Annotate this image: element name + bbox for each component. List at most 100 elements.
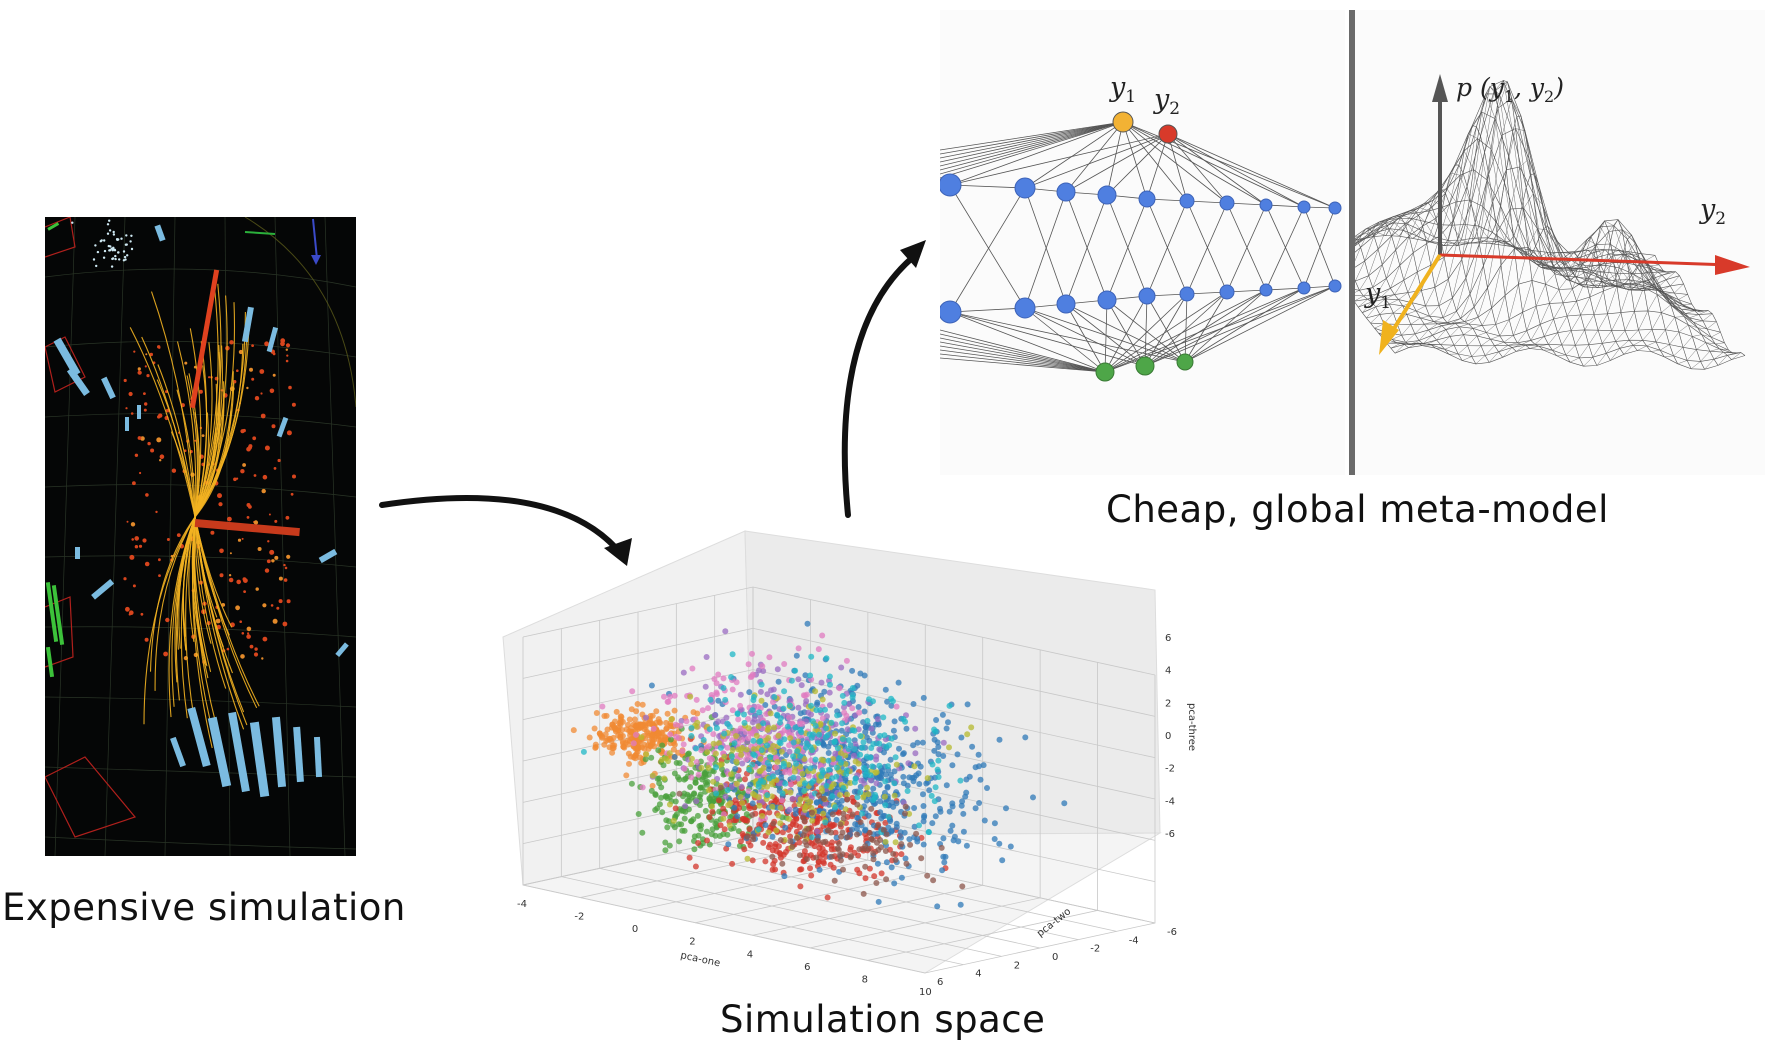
hit <box>131 538 134 541</box>
hit <box>159 454 165 459</box>
scatter-point <box>735 716 742 723</box>
scatter-point <box>878 844 884 851</box>
grid-line <box>676 851 1079 941</box>
scatter-point <box>934 766 941 773</box>
scatter-point <box>713 725 720 732</box>
scatter-point <box>939 867 946 874</box>
scatter-point <box>906 836 913 843</box>
edge <box>1184 293 1188 363</box>
scatter-point <box>824 894 831 901</box>
hit <box>112 230 115 234</box>
x-tick-label: -4 <box>517 899 527 910</box>
scatter-point <box>964 701 971 708</box>
scatter-point <box>797 710 804 717</box>
edge <box>1144 295 1148 367</box>
scatter-point <box>870 785 877 792</box>
scatter-point <box>728 674 735 681</box>
scatter-point <box>778 774 785 781</box>
mesh-diagonal <box>1443 86 1540 349</box>
scatter-point <box>670 817 677 824</box>
hit <box>134 536 139 541</box>
scatter-point <box>755 826 762 833</box>
hit <box>130 247 134 251</box>
hit <box>117 238 120 241</box>
scatter-point <box>765 724 772 731</box>
edge <box>1024 121 1124 189</box>
scatter-point <box>777 715 784 722</box>
y-tick-label: -4 <box>1129 935 1139 946</box>
hidden-node <box>1297 281 1311 295</box>
scatter-point <box>898 834 904 841</box>
detector-event-image <box>45 217 356 856</box>
edge <box>1106 198 1148 301</box>
y1-axis-label: y1 <box>1364 278 1391 313</box>
x-tick-label: 10 <box>919 987 932 995</box>
hit <box>236 579 241 585</box>
hit <box>130 234 133 237</box>
scatter-point <box>634 701 641 707</box>
scatter-point <box>787 833 794 840</box>
hit <box>240 469 245 474</box>
edge <box>939 121 1124 163</box>
scatter-point <box>916 822 922 829</box>
scatter-point <box>797 753 804 760</box>
track <box>186 375 199 518</box>
scatter-point <box>943 725 950 732</box>
scatter-point <box>834 712 841 719</box>
scatter-point <box>960 810 967 817</box>
scatter-point <box>913 772 920 779</box>
hit <box>285 515 290 520</box>
scatter-point <box>869 763 876 770</box>
hit <box>276 606 280 610</box>
scatter-point <box>692 863 699 870</box>
hit <box>144 402 148 406</box>
scatter-point <box>780 705 787 712</box>
scatter-point <box>874 860 881 867</box>
mesh-diagonal <box>1564 219 1661 352</box>
scatter-point <box>893 820 900 827</box>
edge <box>1167 133 1228 204</box>
scatter-point <box>664 698 671 705</box>
edge <box>939 329 1106 373</box>
scatter-point <box>802 780 808 787</box>
scatter-point <box>749 761 756 768</box>
scatter-point <box>724 787 731 794</box>
scatter-point <box>860 890 867 897</box>
scatter-point <box>750 836 757 843</box>
scatter-point <box>639 784 646 791</box>
scatter-point <box>926 787 933 794</box>
scatter-point <box>716 740 722 747</box>
scatter-point <box>713 691 720 698</box>
hit <box>274 520 277 523</box>
edge <box>1122 121 1148 200</box>
scatter-point <box>840 785 847 792</box>
hit <box>112 246 115 249</box>
arrow-head-space <box>604 538 632 566</box>
scatter-point <box>767 710 774 717</box>
hit <box>139 471 142 475</box>
hit <box>277 458 281 463</box>
scatter-point <box>668 716 675 723</box>
scatter-point <box>721 730 728 737</box>
scatter-point <box>803 796 810 803</box>
scatter-point <box>866 865 873 872</box>
scatter-point <box>822 734 829 741</box>
scatter-point <box>695 771 702 778</box>
scatter-point <box>790 739 797 746</box>
track <box>194 516 258 709</box>
scatter-point <box>925 829 932 835</box>
scatter-point <box>787 838 794 845</box>
hit <box>103 249 107 253</box>
hit <box>114 254 117 258</box>
scatter-point <box>850 798 857 805</box>
scatter-point <box>666 801 673 808</box>
hit <box>246 503 251 507</box>
scatter-point <box>812 722 819 729</box>
scatter-point <box>792 810 799 817</box>
scatter-point <box>617 718 624 725</box>
scatter-point <box>698 747 705 754</box>
scatter-point <box>924 775 931 782</box>
scatter-point <box>825 827 832 834</box>
z-tick-label: 2 <box>1165 698 1171 709</box>
scatter-point <box>786 742 793 749</box>
